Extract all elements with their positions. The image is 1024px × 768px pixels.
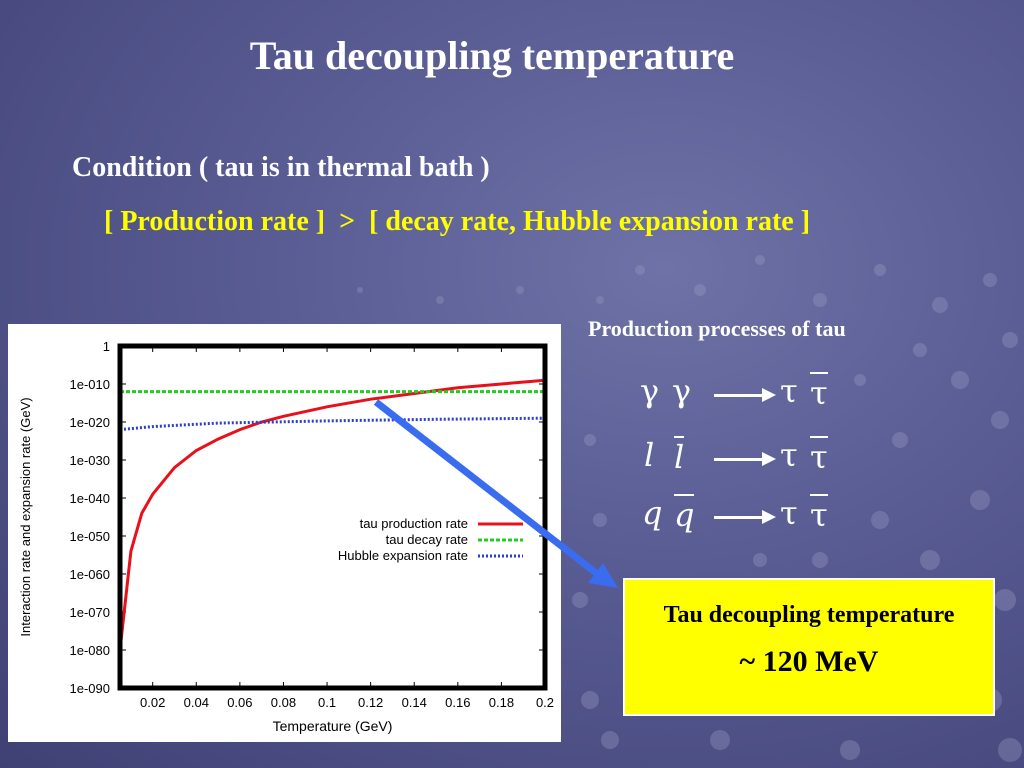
y-axis-label: Interaction rate and expansion rate (GeV… — [18, 397, 33, 636]
y-tick-label: 1e-070 — [70, 605, 110, 620]
result-value: ~ 120 MeV — [739, 645, 879, 678]
arrow-head-icon — [762, 452, 776, 466]
rate-inequality: [ Production rate ] > [ decay rate, Hubb… — [104, 206, 811, 237]
reaction-arrow-icon — [714, 394, 764, 397]
processes-title: Production processes of tau — [588, 316, 846, 341]
reaction-particle-a: q — [642, 494, 663, 532]
legend-label: tau decay rate — [386, 532, 468, 547]
y-tick-label: 1e-080 — [70, 643, 110, 658]
reaction-arrow-icon — [714, 458, 764, 461]
reaction-lepton: l l τ τ — [640, 436, 860, 480]
y-tick-label: 1e-010 — [70, 377, 110, 392]
legend-label: tau production rate — [360, 516, 468, 531]
series-line-Hubble-expansion-rate — [119, 416, 546, 432]
reaction-product-d: τ — [810, 494, 828, 534]
reaction-particle-a: γ — [640, 372, 660, 410]
y-tick-label: 1e-050 — [70, 529, 110, 544]
x-tick-label: 0.18 — [489, 695, 514, 710]
reaction-product-d: τ — [810, 436, 828, 476]
series-line-tau-production-rate — [118, 378, 546, 651]
y-tick-label: 1e-020 — [70, 415, 110, 430]
arrow-head-icon — [762, 510, 776, 524]
reaction-product-c: τ — [780, 372, 798, 410]
x-tick-label: 0.2 — [536, 695, 554, 710]
reaction-particle-b: γ — [672, 372, 692, 410]
y-tick-label: 1e-060 — [70, 567, 110, 582]
rate-chart: 0.02 0.04 0.06 0.08 0.1 0.12 0.14 0.16 0.18 0.2 1 1… — [8, 324, 561, 742]
x-tick-label: 0.02 — [140, 695, 165, 710]
y-tick-label: 1 — [103, 339, 110, 354]
y-tick-label: 1e-090 — [70, 681, 110, 696]
result-title: Tau decoupling temperature — [663, 602, 955, 628]
reaction-product-c: τ — [780, 436, 798, 474]
x-tick-label: 0.14 — [402, 695, 427, 710]
result-box: Tau decoupling temperature ~ 120 MeV — [623, 578, 995, 716]
reaction-particle-b: l — [674, 436, 685, 476]
reaction-particle-a: l — [644, 436, 655, 474]
x-tick-label: 0.08 — [271, 695, 296, 710]
reaction-photon: γ γ τ τ — [640, 372, 860, 416]
x-tick-label: 0.04 — [184, 695, 209, 710]
reaction-quark: q q τ τ — [640, 494, 860, 538]
y-tick-label: 1e-030 — [70, 453, 110, 468]
reaction-particle-b: q — [674, 494, 695, 534]
condition-text: Condition ( tau is in thermal bath ) — [72, 152, 490, 183]
reaction-arrow-icon — [714, 516, 764, 519]
arrow-head-icon — [762, 388, 776, 402]
x-axis-label: Temperature (GeV) — [273, 718, 393, 734]
x-tick-label: 0.06 — [227, 695, 252, 710]
reaction-product-d: τ — [810, 372, 828, 412]
x-tick-label: 0.12 — [358, 695, 383, 710]
y-tick-label: 1e-040 — [70, 491, 110, 506]
slide-title: Tau decoupling temperature — [249, 33, 735, 78]
plot-frame — [117, 343, 548, 691]
legend-label: Hubble expansion rate — [338, 548, 468, 563]
x-tick-label: 0.1 — [318, 695, 336, 710]
reaction-product-c: τ — [780, 494, 798, 532]
x-tick-label: 0.16 — [445, 695, 470, 710]
chart-svg: 0.02 0.04 0.06 0.08 0.1 0.12 0.14 0.16 0.18 0.2 1 1… — [18, 339, 554, 734]
